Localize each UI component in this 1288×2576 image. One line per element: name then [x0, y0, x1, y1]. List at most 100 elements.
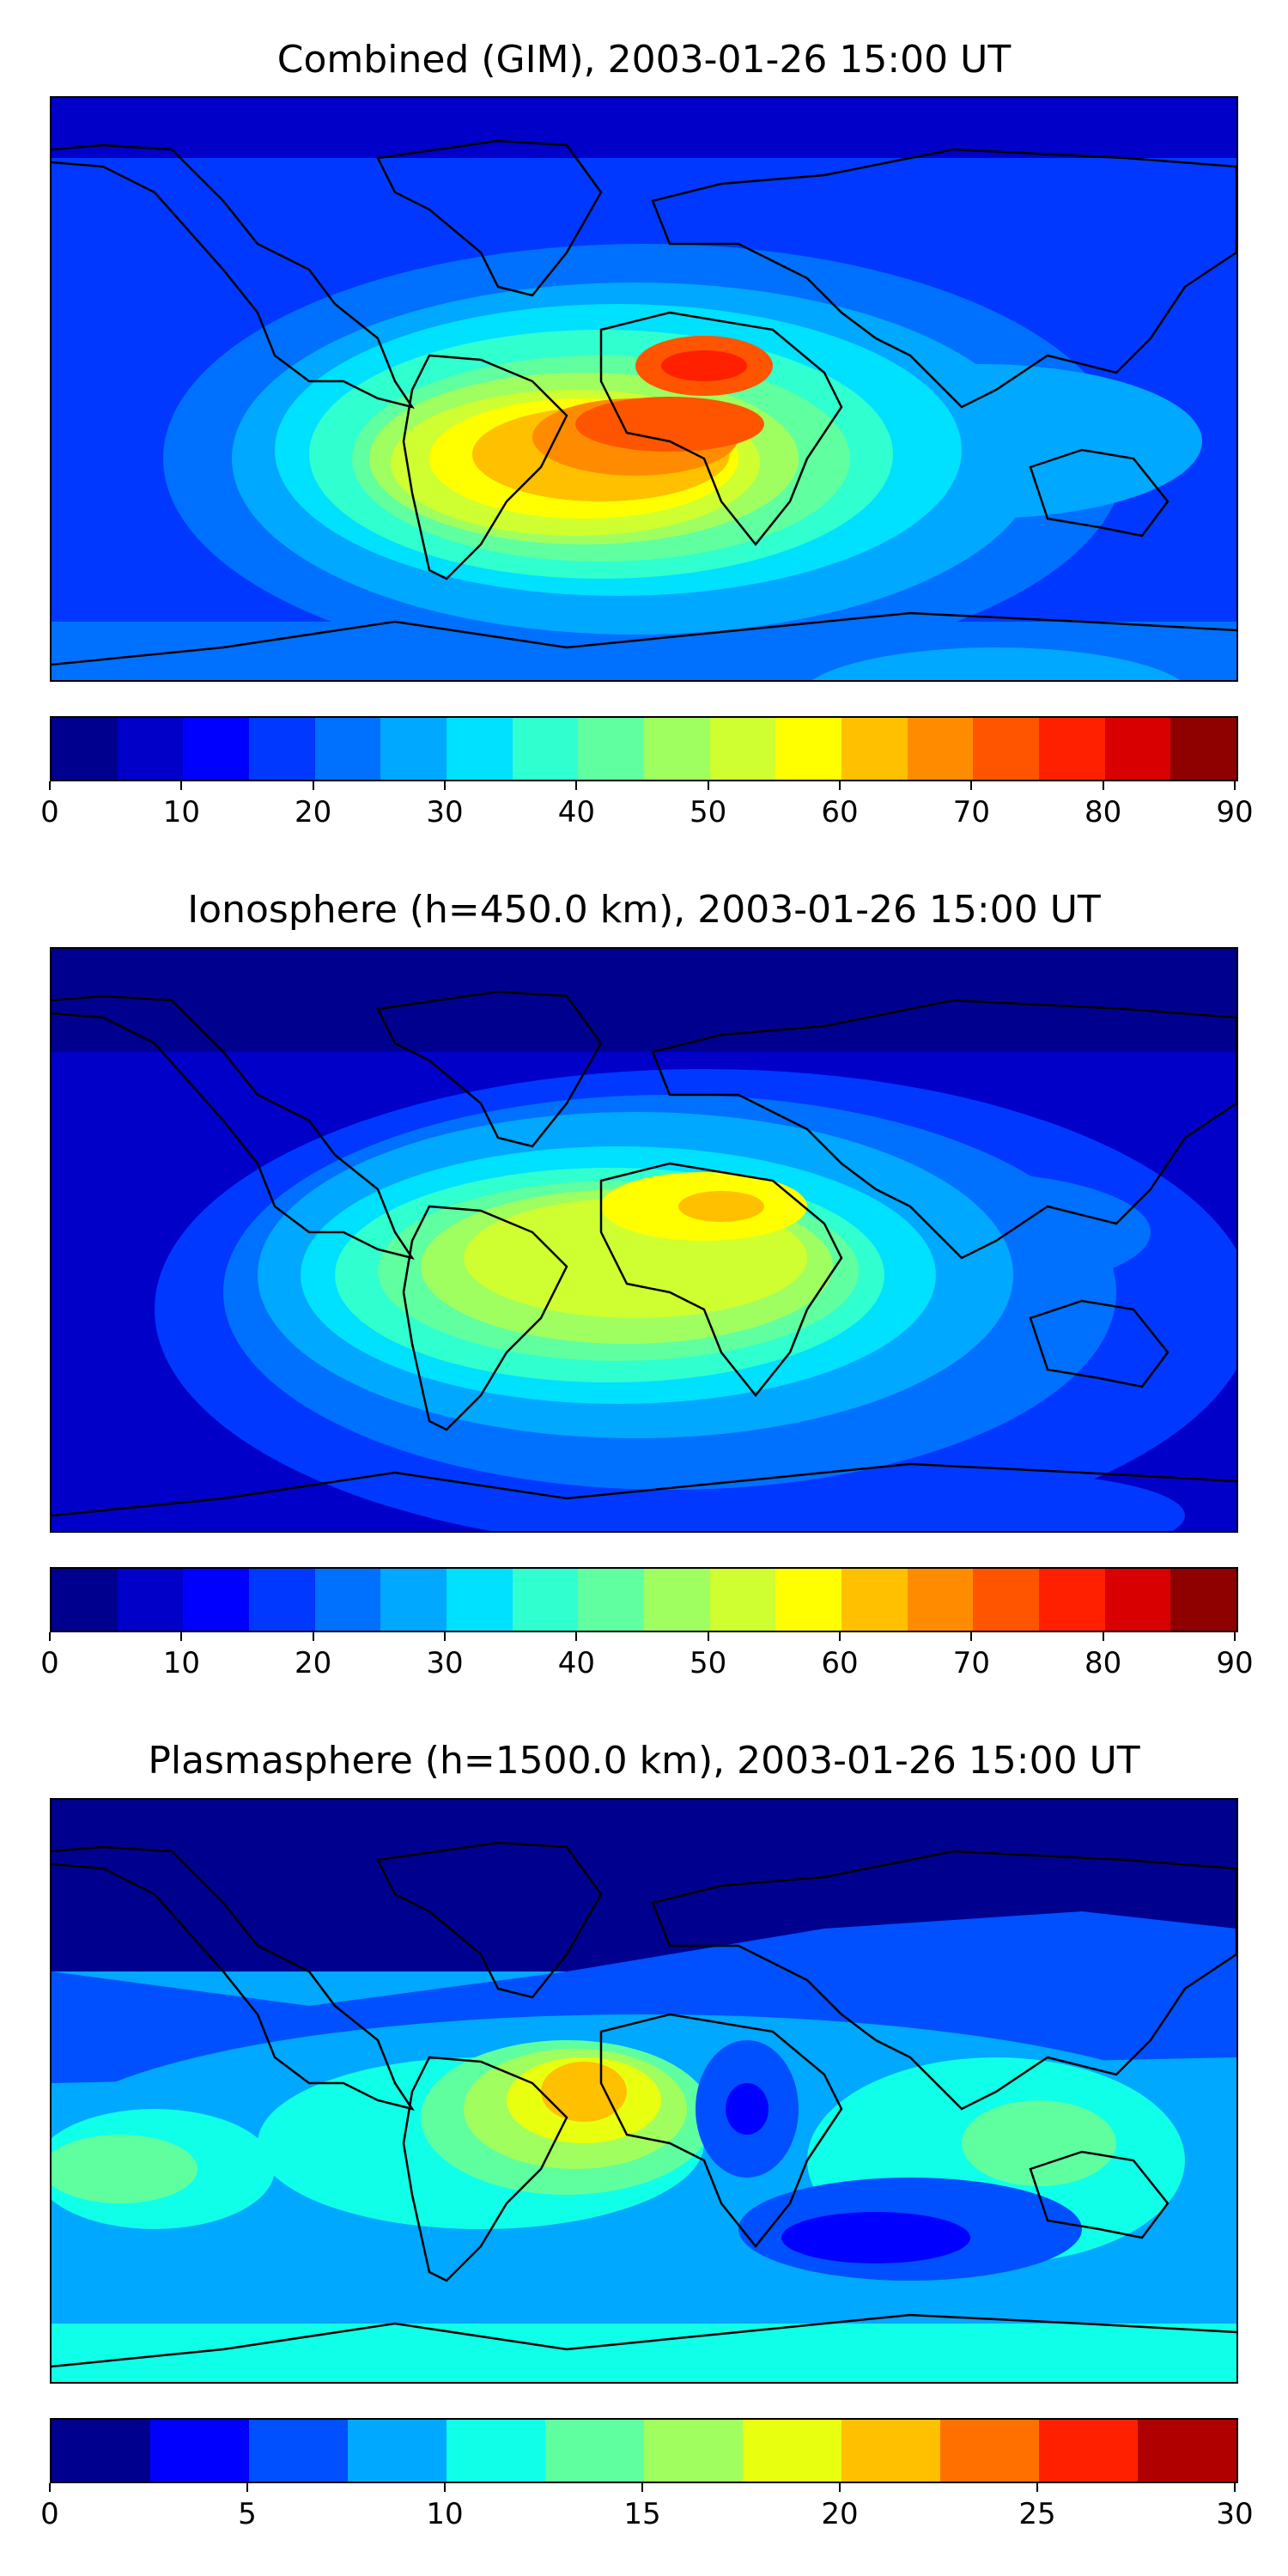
colorbar-segment [1170, 1569, 1237, 1631]
colorbar-tick-label: 0 [40, 2497, 59, 2531]
colorbar-segment [1039, 1569, 1105, 1631]
colorbar-tick-label: 10 [162, 1646, 200, 1680]
colorbar-segment [447, 2420, 545, 2482]
colorbar-segment [940, 2420, 1039, 2482]
colorbar-tick-label: 20 [295, 795, 332, 829]
colorbar-tick [246, 2483, 248, 2492]
colorbar-segment [907, 718, 974, 780]
tec-map-ionosphere [50, 947, 1238, 1533]
contour-field [52, 1800, 1236, 2382]
colorbar-tick-label: 30 [1216, 2497, 1254, 2531]
colorbar-tick-label: 40 [557, 1646, 595, 1680]
coastlines [52, 139, 1236, 666]
colorbar-tick [49, 781, 51, 790]
colorbar-tick [575, 1632, 578, 1641]
colorbar-tick [49, 1632, 51, 1641]
colorbar-segment [973, 1569, 1040, 1631]
colorbar-tick-label: 10 [426, 2497, 464, 2531]
colorbar-tick-label: 50 [690, 795, 727, 829]
colorbar-tick-label: 20 [821, 2497, 859, 2531]
colorbar-segment [973, 718, 1040, 780]
colorbar-tick-label: 10 [162, 795, 200, 829]
contour-field [52, 98, 1236, 680]
colorbar-segment [447, 1569, 513, 1631]
colorbar [50, 2418, 1238, 2483]
colorbar-segment [512, 1569, 579, 1631]
colorbar-segment [117, 1569, 184, 1631]
colorbar-tick-label: 80 [1084, 795, 1122, 829]
colorbar-segment [545, 2420, 644, 2482]
colorbar-tick [1234, 1632, 1236, 1641]
colorbar-segment [348, 2420, 447, 2482]
colorbar [50, 716, 1238, 781]
colorbar-tick [1102, 781, 1104, 790]
colorbar-segment [841, 2420, 940, 2482]
colorbar-segment [249, 718, 315, 780]
colorbar-segment [1039, 718, 1105, 780]
colorbar-segment [841, 718, 908, 780]
colorbar-tick-label: 30 [426, 1646, 464, 1680]
colorbar-tick [49, 2483, 51, 2492]
colorbar-tick [312, 1632, 314, 1641]
colorbar-segment [380, 1569, 447, 1631]
colorbar-tick-label: 80 [1084, 1646, 1122, 1680]
coastlines [52, 1841, 1236, 2368]
colorbar-tick [839, 2483, 841, 2492]
colorbar-tick [444, 781, 446, 790]
colorbar-ticks: 0 10 20 30 40 50 60 70 80 90 [40, 781, 1254, 833]
colorbar-segment [117, 718, 184, 780]
colorbar-tick-label: 90 [1216, 795, 1254, 829]
colorbar-segment [743, 2420, 841, 2482]
colorbar-tick-label: 40 [557, 795, 595, 829]
colorbar-segment [249, 2420, 348, 2482]
colorbar-tick [312, 781, 314, 790]
colorbar-segment [578, 1569, 645, 1631]
colorbar-ticks: 0 5 10 15 20 25 30 [40, 2483, 1254, 2535]
colorbar-tick-label: 30 [426, 795, 464, 829]
colorbar-segment [709, 718, 776, 780]
colorbar-segment [249, 1569, 315, 1631]
colorbar-segment [709, 1569, 776, 1631]
colorbar-tick [1102, 1632, 1104, 1641]
colorbar-segment [380, 718, 447, 780]
colorbar-segment [1138, 2420, 1236, 2482]
colorbar-segment [150, 2420, 249, 2482]
colorbar-segment [907, 1569, 974, 1631]
colorbar-tick [1234, 2483, 1236, 2492]
colorbar-segment [644, 1569, 710, 1631]
colorbar-segment [1170, 718, 1237, 780]
colorbar-segment [314, 718, 381, 780]
colorbar [50, 1567, 1238, 1632]
map-title: Combined (GIM), 2003-01-26 15:00 UT [276, 38, 1012, 82]
colorbar-tick [444, 1632, 446, 1641]
colorbar-tick [707, 781, 709, 790]
colorbar-segment [183, 1569, 250, 1631]
colorbar-tick-label: 50 [690, 1646, 727, 1680]
colorbar-tick [970, 1632, 973, 1641]
map-title: Ionosphere (h=450.0 km), 2003-01-26 15:0… [187, 888, 1101, 932]
coastlines [52, 990, 1236, 1517]
colorbar-segment [775, 1569, 842, 1631]
colorbar-tick [180, 1632, 183, 1641]
colorbar-segment [1104, 718, 1171, 780]
colorbar-tick-label: 5 [238, 2497, 257, 2531]
tec-map-plasmasphere [50, 1798, 1238, 2384]
colorbar-tick-label: 70 [952, 1646, 990, 1680]
colorbar-tick [707, 1632, 709, 1641]
colorbar-tick [1036, 2483, 1038, 2492]
colorbar-tick [575, 781, 578, 790]
colorbar-segment [183, 718, 250, 780]
colorbar-tick-label: 25 [1018, 2497, 1056, 2531]
contour-field [52, 949, 1236, 1531]
colorbar-tick-label: 15 [623, 2497, 661, 2531]
colorbar-segment [447, 718, 513, 780]
colorbar-segment [644, 2420, 743, 2482]
colorbar-tick [839, 1632, 841, 1641]
colorbar-ticks: 0 10 20 30 40 50 60 70 80 90 [40, 1632, 1254, 1684]
colorbar-segment [52, 718, 118, 780]
colorbar-tick-label: 90 [1216, 1646, 1254, 1680]
colorbar-tick-label: 60 [821, 795, 859, 829]
colorbar-tick-label: 0 [40, 795, 59, 829]
colorbar-tick-label: 20 [295, 1646, 332, 1680]
colorbar-segment [52, 2420, 150, 2482]
